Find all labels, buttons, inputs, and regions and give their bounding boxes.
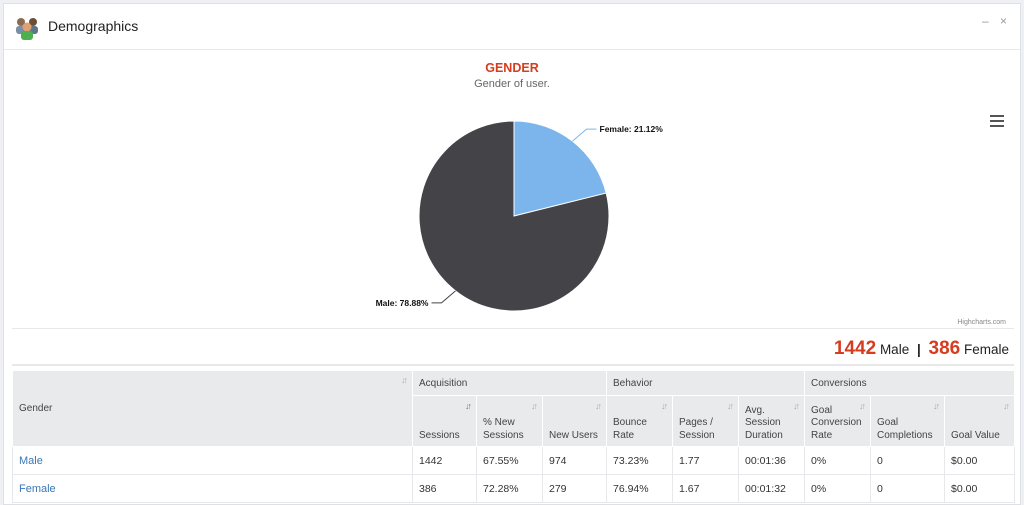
table-row: Female 386 72.28% 279 76.94% 1.67 00:01:32 0% 0 $…: [12, 474, 1016, 503]
gender-summary: 1442 Male | 386 Female: [834, 338, 1009, 360]
table-cell: $0.00: [944, 446, 1016, 475]
gender-cell: Female: [12, 474, 413, 503]
table-cell: 386: [412, 474, 477, 503]
sort-icon[interactable]: ↓↑: [793, 401, 800, 411]
data-label: Male: 78.88%: [376, 298, 429, 308]
column-header-label: New Users: [549, 429, 598, 441]
column-header-3[interactable]: ↓↑ Bounce Rate: [606, 395, 673, 447]
group-conversions: Conversions: [804, 370, 1016, 396]
table-cell: $0.00: [944, 474, 1016, 503]
sort-icon[interactable]: ↓↑: [401, 375, 408, 385]
table-cell: 1.77: [672, 446, 739, 475]
table-cell: 0%: [804, 474, 872, 503]
column-header-8[interactable]: ↓↑ Goal Value: [944, 395, 1016, 447]
panel-title: Demographics: [48, 18, 139, 34]
sort-icon[interactable]: ↓↑: [465, 401, 472, 411]
connector-line: [572, 128, 597, 142]
gender-cell: Male: [12, 446, 413, 475]
column-header-label: Goal Conversion Rate: [811, 404, 862, 441]
sort-icon[interactable]: ↓↑: [859, 401, 866, 411]
female-label: Female: [963, 342, 1009, 357]
column-header-label: Avg. Session Duration: [745, 404, 783, 441]
female-count: 386: [928, 338, 961, 359]
table-cell: 1.67: [672, 474, 739, 503]
group-behavior: Behavior: [605, 370, 806, 396]
minimize-button[interactable]: –: [982, 14, 989, 28]
column-header-label: Sessions: [419, 429, 460, 441]
sort-icon[interactable]: ↓↑: [661, 401, 668, 411]
table-cell: 73.23%: [606, 446, 673, 475]
gender-chart: GENDER Gender of user. Female: 21.12% Mal…: [12, 51, 1014, 329]
group-acquisition: Acquisition: [412, 370, 607, 396]
column-header-label: Pages / Session: [679, 417, 715, 441]
data-label: Female: 21.12%: [600, 124, 664, 134]
table-row: Male 1442 67.55% 974 73.23% 1.77 00:01:36 0% 0 $0…: [12, 446, 1016, 475]
table-cell: 279: [542, 474, 607, 503]
gender-link[interactable]: Male: [19, 454, 43, 467]
column-header-label: Goal Completions: [877, 417, 933, 441]
panel-header: Demographics – ×: [4, 4, 1020, 50]
highcharts-credit[interactable]: Highcharts.com: [957, 319, 1006, 326]
table-cell: 76.94%: [606, 474, 673, 503]
users-group-icon: [16, 18, 38, 40]
pie-slice-male[interactable]: [418, 120, 610, 312]
column-header-6[interactable]: ↓↑ Goal Conversion Rate: [804, 395, 872, 447]
column-header-4[interactable]: ↓↑ Pages / Session: [672, 395, 739, 447]
table-cell: 1442: [412, 446, 477, 475]
gender-link[interactable]: Female: [19, 482, 56, 495]
table-cell: 0%: [804, 446, 872, 475]
demographics-panel: Demographics – × GENDER Gender of user. …: [3, 3, 1021, 505]
male-count: 1442: [833, 338, 877, 359]
table-cell: 974: [542, 446, 607, 475]
table-cell: 0: [870, 474, 946, 503]
column-header-2[interactable]: ↓↑ New Users: [542, 395, 607, 447]
divider: [12, 364, 1014, 366]
column-header-label: % New Sessions: [483, 417, 524, 441]
gender-header-label: Gender: [19, 402, 53, 414]
gender-column-header[interactable]: ↓↑ Gender: [12, 370, 413, 447]
chart-menu-icon[interactable]: [990, 115, 1004, 127]
table-cell: 00:01:36: [737, 446, 806, 475]
sort-icon[interactable]: ↓↑: [1003, 401, 1010, 411]
sort-icon[interactable]: ↓↑: [727, 401, 734, 411]
sort-icon[interactable]: ↓↑: [531, 401, 538, 411]
table-cell: 00:01:32: [737, 474, 806, 503]
connector-line: [431, 290, 456, 304]
demographics-table: ↓↑ Gender Acquisition Behavior Conversio…: [12, 370, 1016, 503]
column-header-7[interactable]: ↓↑ Goal Completions: [870, 395, 946, 447]
table-cell: 72.28%: [476, 474, 543, 503]
column-header-1[interactable]: ↓↑ % New Sessions: [476, 395, 543, 447]
close-button[interactable]: ×: [1000, 14, 1008, 28]
pie-chart: GENDER Gender of user. Female: 21.12% Mal…: [376, 61, 1007, 326]
male-label: Male: [879, 342, 910, 357]
column-header-label: Bounce Rate: [613, 417, 647, 441]
table-cell: 0: [870, 446, 946, 475]
sort-icon[interactable]: ↓↑: [933, 401, 940, 411]
sort-icon[interactable]: ↓↑: [595, 401, 602, 411]
column-header-5[interactable]: ↓↑ Avg. Session Duration: [737, 395, 806, 447]
chart-title: GENDER: [485, 61, 538, 75]
table-cell: 67.55%: [476, 446, 543, 475]
column-header-0[interactable]: ↓↑ Sessions: [412, 395, 477, 447]
column-header-label: Goal Value: [951, 429, 1000, 441]
chart-subtitle: Gender of user.: [474, 78, 550, 90]
summary-separator: |: [916, 342, 921, 357]
